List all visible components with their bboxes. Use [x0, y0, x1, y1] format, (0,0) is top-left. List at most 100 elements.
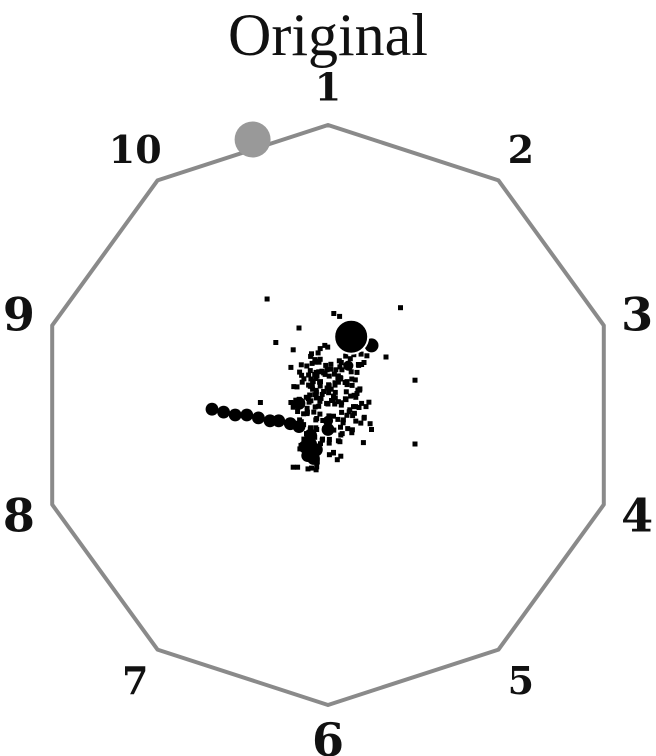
data-point — [357, 386, 363, 392]
data-point — [355, 362, 361, 367]
data-point — [294, 384, 300, 390]
data-point — [359, 400, 365, 406]
data-point — [332, 380, 338, 386]
data-point — [361, 360, 367, 365]
anchor-label-7: 7 — [122, 658, 148, 703]
data-point — [351, 352, 357, 358]
data-point — [340, 420, 346, 426]
data-point — [290, 464, 296, 470]
data-point — [326, 452, 332, 458]
data-point — [314, 464, 320, 470]
data-point — [313, 395, 319, 401]
data-point — [308, 398, 314, 404]
data-point — [309, 465, 314, 471]
data-point-cluster — [343, 360, 354, 371]
data-point — [412, 377, 418, 383]
data-point — [311, 409, 317, 415]
data-point — [358, 351, 364, 357]
data-point — [309, 382, 315, 388]
data-point — [353, 418, 359, 424]
data-point — [305, 396, 311, 401]
data-point — [337, 313, 343, 319]
data-point — [339, 409, 345, 415]
data-point — [333, 367, 339, 373]
data-point — [343, 389, 349, 395]
data-point — [328, 386, 334, 392]
data-point — [313, 387, 319, 393]
data-point — [301, 436, 307, 442]
data-point-cluster — [205, 402, 219, 416]
data-point — [319, 391, 325, 397]
data-point — [317, 383, 323, 389]
data-point-cluster — [252, 411, 265, 425]
data-point — [331, 449, 336, 455]
data-point — [354, 391, 360, 396]
data-point — [329, 398, 334, 403]
data-point — [317, 398, 323, 404]
data-point — [318, 396, 324, 401]
data-point — [360, 440, 366, 446]
data-point — [257, 400, 263, 405]
data-point — [317, 346, 323, 352]
data-point-cluster — [217, 405, 231, 419]
data-point-cluster — [292, 397, 306, 410]
data-point — [319, 368, 325, 374]
data-point — [338, 376, 343, 382]
data-point — [313, 417, 319, 423]
data-point — [322, 342, 328, 348]
data-point — [335, 375, 341, 381]
data-point — [347, 356, 353, 362]
data-point — [288, 400, 294, 405]
data-point — [307, 368, 313, 374]
data-point-cluster — [307, 452, 320, 465]
data-point — [339, 367, 345, 373]
data-point — [326, 373, 332, 379]
anchor-label-1: 1 — [315, 65, 341, 110]
data-point — [316, 403, 322, 409]
anchor-label-8: 8 — [3, 488, 35, 542]
data-point — [344, 379, 350, 385]
data-point — [320, 418, 326, 423]
data-point — [310, 379, 316, 385]
data-point — [361, 414, 367, 420]
data-point — [369, 427, 374, 432]
data-point — [358, 420, 364, 426]
data-point — [335, 399, 341, 405]
data-point — [264, 296, 270, 302]
anchor-label-10: 10 — [109, 127, 162, 172]
data-point — [412, 441, 418, 447]
data-point — [337, 364, 343, 370]
data-point — [290, 347, 296, 353]
data-point — [339, 400, 345, 406]
data-point — [334, 457, 340, 463]
data-point — [297, 369, 303, 375]
data-point — [332, 395, 338, 401]
data-point — [335, 379, 341, 385]
data-point — [344, 412, 350, 418]
data-point — [398, 305, 403, 311]
data-point — [323, 362, 329, 368]
data-point — [308, 376, 314, 382]
data-point — [344, 382, 350, 388]
data-point-cluster — [292, 420, 306, 433]
data-point — [348, 369, 354, 375]
anchor-labels: 1 2 3 4 5 6 7 8 9 10 — [3, 65, 653, 756]
chart-title: Original — [228, 2, 428, 68]
anchor-label-2: 2 — [508, 127, 534, 172]
data-point-cluster — [322, 415, 334, 426]
data-point — [273, 340, 279, 345]
data-point — [313, 369, 319, 375]
data-point — [306, 382, 312, 388]
data-point — [336, 358, 342, 364]
anchor-label-3: 3 — [621, 288, 653, 342]
data-point — [319, 437, 325, 443]
anchor-label-5: 5 — [508, 658, 534, 703]
data-point — [343, 397, 349, 403]
decagon-outline — [50, 123, 606, 707]
data-point — [328, 361, 334, 367]
data-point — [338, 453, 344, 459]
data-point — [296, 325, 302, 331]
data-point — [307, 392, 313, 398]
data-point — [325, 344, 331, 350]
data-point — [308, 353, 314, 359]
